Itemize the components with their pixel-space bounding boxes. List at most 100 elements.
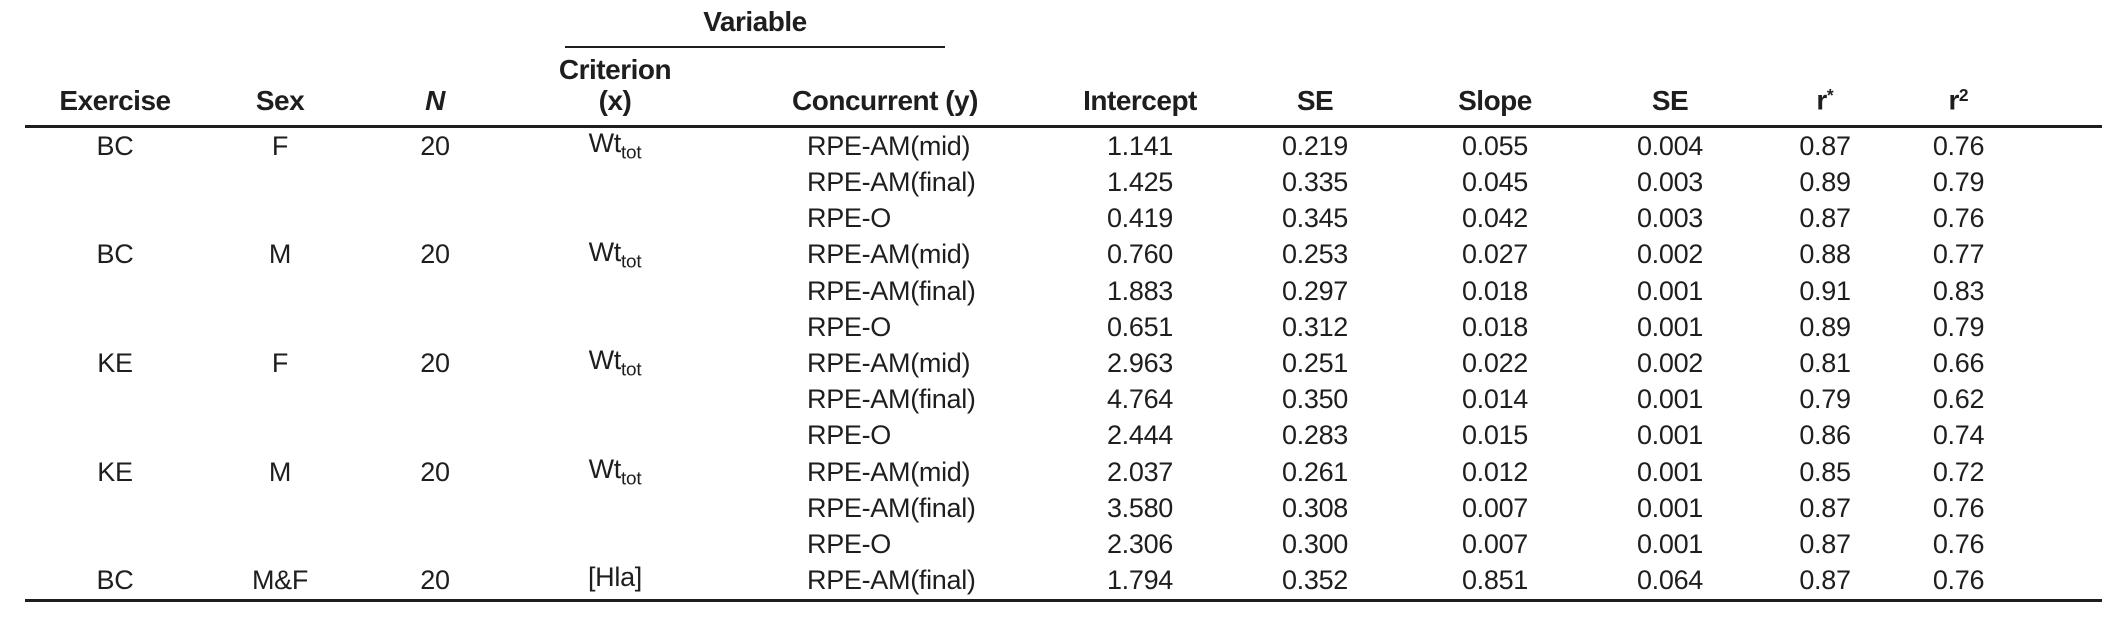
cell-se-intercept: 0.352 [1281,565,1349,596]
cell-se-intercept: 0.335 [1281,167,1349,198]
cell-concurrent: RPE-O [807,311,892,342]
table-row: RPE-O 0.651 0.312 0.018 0.001 0.89 0.79 [25,309,2102,345]
cell-concurrent: RPE-AM(mid) [807,456,971,487]
cell-exercise [25,418,205,454]
cell-r-squared: 0.83 [1932,275,1985,306]
header-n: N [355,54,515,128]
table-row: BC M 20 Wttot RPE-AM(mid) 0.760 0.253 0.027 0.00… [25,237,2102,274]
cell-sex: M&F [251,565,309,596]
cell-sex: F [271,348,289,379]
cell-se-intercept: 0.312 [1281,311,1349,342]
cell-n: 20 [420,565,450,596]
cell-intercept: 1.141 [1106,130,1174,161]
cell-intercept: 4.764 [1106,384,1174,415]
cell-se-intercept: 0.308 [1281,492,1349,523]
cell-r-squared: 0.76 [1932,528,1985,559]
cell-se-intercept: 0.251 [1281,348,1349,379]
cell-slope: 0.014 [1461,384,1529,415]
cell-exercise: KE [97,348,133,379]
cell-se-slope: 0.003 [1636,203,1704,234]
cell-se-intercept: 0.297 [1281,275,1349,306]
cell-intercept: 0.651 [1106,311,1174,342]
cell-exercise [25,309,205,345]
cell-r-squared: 0.76 [1932,565,1985,596]
header-intercept: Intercept [1055,54,1225,128]
cell-n: 20 [420,348,450,379]
cell-se-slope: 0.001 [1636,275,1704,306]
criterion-subscript: tot [620,359,642,381]
header-criterion-line2: (x) [598,85,632,116]
criterion-subscript: tot [620,142,642,164]
cell-criterion [515,418,715,454]
cell-exercise: BC [96,130,134,161]
cell-intercept: 1.883 [1106,275,1174,306]
table-row: RPE-AM(final) 1.883 0.297 0.018 0.001 0.91 0.8… [25,273,2102,309]
table-row: KE M 20 Wttot RPE-AM(mid) 2.037 0.261 0.012 0.00… [25,454,2102,491]
cell-r-squared: 0.79 [1932,311,1985,342]
cell-slope: 0.007 [1461,492,1529,523]
cell-n [355,382,515,418]
cell-se-slope: 0.002 [1636,348,1704,379]
table-row: RPE-AM(final) 1.425 0.335 0.045 0.003 0.89 0.7… [25,165,2102,201]
cell-n: 20 [420,130,450,161]
cell-criterion [515,165,715,201]
cell-r: 0.81 [1799,348,1851,379]
cell-n [355,309,515,345]
header-r2-base: r [1948,85,1959,116]
cell-criterion: Wttot [515,454,715,491]
cell-sex [205,309,355,345]
cell-exercise [25,382,205,418]
cell-n [355,201,515,237]
criterion-base: Wt [588,345,622,376]
criterion-subscript: tot [620,251,642,273]
cell-se-slope: 0.001 [1636,420,1704,451]
table-row: RPE-O 2.444 0.283 0.015 0.001 0.86 0.74 [25,418,2102,454]
cell-intercept: 1.794 [1106,565,1174,596]
regression-table: Variable Exercise Sex N Criterion (x) Co… [25,4,2102,603]
cell-r: 0.91 [1799,275,1851,306]
cell-intercept: 2.037 [1106,456,1174,487]
cell-concurrent: RPE-O [807,420,892,451]
variable-spanner-cell: Variable [515,4,1055,54]
cell-se-intercept: 0.253 [1281,239,1349,270]
cell-r: 0.89 [1799,167,1851,198]
cell-r-squared: 0.62 [1932,384,1985,415]
header-r-superscript: * [1826,85,1834,106]
cell-slope: 0.012 [1461,456,1529,487]
header-r2-superscript: 2 [1958,85,1969,106]
cell-concurrent: RPE-AM(final) [807,275,976,306]
cell-exercise: KE [97,456,133,487]
cell-se-slope: 0.001 [1636,492,1704,523]
cell-intercept: 1.425 [1106,167,1174,198]
cell-sex: M [268,239,292,270]
cell-r: 0.89 [1799,311,1851,342]
cell-r-squared: 0.76 [1932,492,1985,523]
criterion-subscript: tot [620,468,642,490]
cell-sex [205,382,355,418]
cell-criterion [515,201,715,237]
cell-slope: 0.027 [1461,239,1529,270]
cell-r-squared: 0.74 [1932,420,1985,451]
cell-se-intercept: 0.300 [1281,528,1349,559]
cell-r: 0.87 [1799,203,1851,234]
cell-n [355,418,515,454]
cell-slope: 0.018 [1461,311,1529,342]
cell-se-slope: 0.001 [1636,456,1704,487]
cell-se-slope: 0.003 [1636,167,1704,198]
cell-n [355,273,515,309]
table-row: RPE-O 0.419 0.345 0.042 0.003 0.87 0.76 [25,201,2102,237]
cell-slope: 0.022 [1461,348,1529,379]
cell-se-slope: 0.004 [1636,130,1704,161]
cell-exercise [25,201,205,237]
criterion-base: [Hla] [587,562,643,593]
cell-se-intercept: 0.219 [1281,130,1349,161]
header-slope: Slope [1405,54,1585,128]
cell-criterion: Wttot [515,127,715,165]
cell-sex: M [268,456,292,487]
cell-intercept: 0.760 [1106,239,1174,270]
cell-concurrent: RPE-O [807,203,892,234]
criterion-base: Wt [588,453,622,484]
header-sex: Sex [205,54,355,128]
cell-intercept: 0.419 [1106,203,1174,234]
